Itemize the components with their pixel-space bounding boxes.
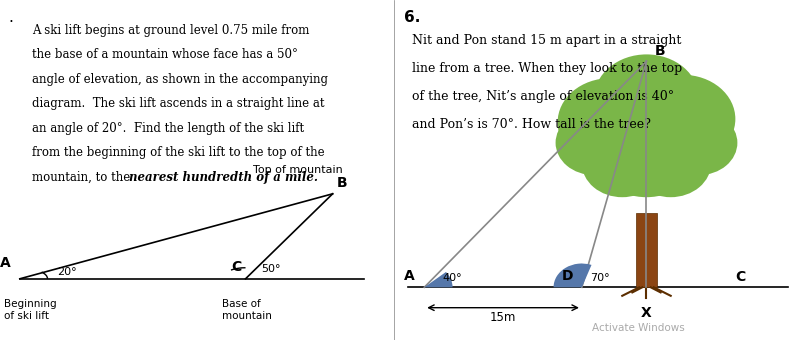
Wedge shape xyxy=(554,264,591,287)
Text: and Pon’s is 70°. How tall is the tree?: and Pon’s is 70°. How tall is the tree? xyxy=(412,118,651,131)
Text: D: D xyxy=(562,269,573,283)
Circle shape xyxy=(558,78,662,167)
Text: from the beginning of the ski lift to the top of the: from the beginning of the ski lift to th… xyxy=(32,146,324,159)
Circle shape xyxy=(576,76,717,196)
Text: 15m: 15m xyxy=(490,311,516,324)
Text: angle of elevation, as shown in the accompanying: angle of elevation, as shown in the acco… xyxy=(32,73,328,86)
Text: B: B xyxy=(654,44,665,58)
Text: B: B xyxy=(337,176,347,190)
Circle shape xyxy=(630,129,711,197)
Text: 40°: 40° xyxy=(442,273,462,283)
Text: 50°: 50° xyxy=(262,264,281,274)
Text: nearest hundredth of a mile.: nearest hundredth of a mile. xyxy=(129,171,318,184)
Text: of the tree, Nit’s angle of elevation is 40°: of the tree, Nit’s angle of elevation is… xyxy=(412,90,674,103)
Text: the base of a mountain whose face has a 50°: the base of a mountain whose face has a … xyxy=(32,48,298,61)
Text: line from a tree. When they look to the top: line from a tree. When they look to the … xyxy=(412,62,682,75)
Circle shape xyxy=(594,109,699,197)
Text: C: C xyxy=(232,260,242,274)
Circle shape xyxy=(582,129,662,197)
Text: A: A xyxy=(0,256,10,270)
Text: Nit and Pon stand 15 m apart in a straight: Nit and Pon stand 15 m apart in a straig… xyxy=(412,34,682,47)
Circle shape xyxy=(630,75,735,163)
Text: Top of mountain: Top of mountain xyxy=(254,165,343,175)
Circle shape xyxy=(661,110,738,175)
Wedge shape xyxy=(424,272,453,287)
Text: .: . xyxy=(8,10,13,25)
Bar xyxy=(636,212,657,287)
Text: A ski lift begins at ground level 0.75 mile from: A ski lift begins at ground level 0.75 m… xyxy=(32,24,309,37)
Text: Beginning
of ski lift: Beginning of ski lift xyxy=(4,299,57,321)
Circle shape xyxy=(555,110,632,175)
Text: C: C xyxy=(735,270,746,284)
Circle shape xyxy=(594,54,699,143)
Text: mountain, to the: mountain, to the xyxy=(32,171,134,184)
Text: 6.: 6. xyxy=(404,10,421,25)
Text: X: X xyxy=(641,306,652,320)
Text: 20°: 20° xyxy=(58,267,77,277)
Text: Base of
mountain: Base of mountain xyxy=(222,299,272,321)
Text: diagram.  The ski lift ascends in a straight line at: diagram. The ski lift ascends in a strai… xyxy=(32,97,324,110)
Text: A: A xyxy=(404,269,415,283)
Text: Activate Windows: Activate Windows xyxy=(592,323,685,333)
Text: 70°: 70° xyxy=(590,273,610,283)
Text: an angle of 20°.  Find the length of the ski lift: an angle of 20°. Find the length of the … xyxy=(32,122,304,135)
